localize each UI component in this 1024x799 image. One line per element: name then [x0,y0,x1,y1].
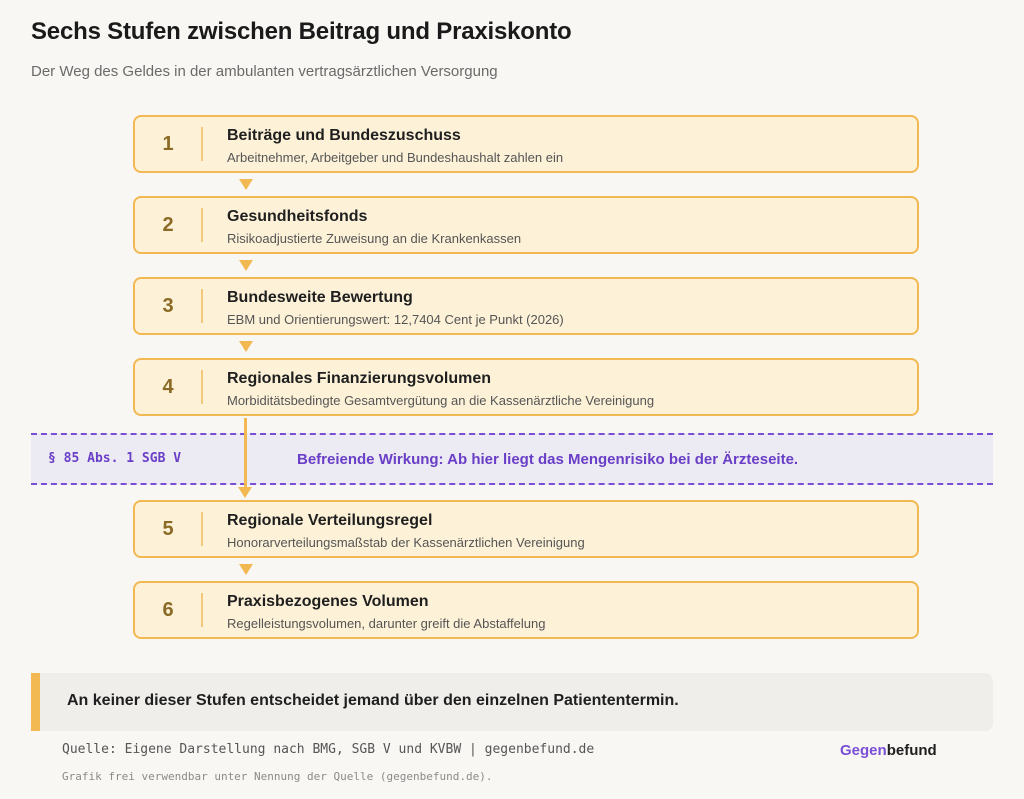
license-note: Grafik frei verwendbar unter Nennung der… [62,770,493,783]
step-6: 6 Praxisbezogenes Volumen Regelleistungs… [133,581,919,639]
step-number: 2 [162,213,174,236]
step-number: 6 [162,598,174,621]
step-number: 3 [162,294,174,317]
step-title: Regionales Finanzierungsvolumen [227,370,492,387]
down-arrow-icon [239,260,253,271]
step-divider [201,289,203,323]
step-4: 4 Regionales Finanzierungsvolumen Morbid… [133,358,919,416]
callout-text: An keiner dieser Stufen entscheidet jema… [67,692,679,709]
step-description: Regelleistungsvolumen, darunter greift d… [227,616,546,631]
step-description: Morbiditätsbedingte Gesamtvergütung an d… [227,393,655,408]
down-arrow-icon [239,564,253,575]
flow-connector-line [244,418,247,490]
step-divider [201,127,203,161]
step-divider [201,370,203,404]
step-description: EBM und Orientierungswert: 12,7404 Cent … [227,312,564,327]
brand-logo-part2: befund [886,742,937,759]
step-title: Praxisbezogenes Volumen [227,593,429,610]
step-description: Risikoadjustierte Zuweisung an die Krank… [227,231,522,246]
step-title: Gesundheitsfonds [227,208,368,225]
step-divider [201,512,203,546]
step-number: 5 [162,517,174,540]
brand-logo-part1: Gegen [840,742,887,759]
legal-threshold-band: § 85 Abs. 1 SGB V Befreiende Wirkung: Ab… [31,433,993,485]
source-note: Quelle: Eigene Darstellung nach BMG, SGB… [62,742,595,757]
step-2: 2 Gesundheitsfonds Risikoadjustierte Zuw… [133,196,919,254]
step-number: 4 [162,375,174,398]
legal-reference: § 85 Abs. 1 SGB V [48,451,182,466]
step-title: Bundesweite Bewertung [227,289,413,306]
step-divider [201,593,203,627]
down-arrow-icon [239,179,253,190]
step-1: 1 Beiträge und Bundeszuschuss Arbeitnehm… [133,115,919,173]
step-title: Regionale Verteilungsregel [227,512,433,529]
step-description: Arbeitnehmer, Arbeitgeber und Bundeshaus… [227,150,564,165]
step-divider [201,208,203,242]
down-arrow-icon [239,341,253,352]
conclusion-callout: An keiner dieser Stufen entscheidet jema… [31,673,993,731]
brand-logo: Gegenbefund [840,742,937,759]
step-title: Beiträge und Bundeszuschuss [227,127,461,144]
page-title: Sechs Stufen zwischen Beitrag und Praxis… [31,18,572,45]
legal-threshold-text: Befreiende Wirkung: Ab hier liegt das Me… [297,451,799,468]
step-5: 5 Regionale Verteilungsregel Honorarvert… [133,500,919,558]
step-3: 3 Bundesweite Bewertung EBM und Orientie… [133,277,919,335]
page-subtitle: Der Weg des Geldes in der ambulanten ver… [31,63,498,80]
step-description: Honorarverteilungsmaßstab der Kassenärzt… [227,535,585,550]
step-number: 1 [162,132,174,155]
down-arrow-icon [238,487,252,498]
